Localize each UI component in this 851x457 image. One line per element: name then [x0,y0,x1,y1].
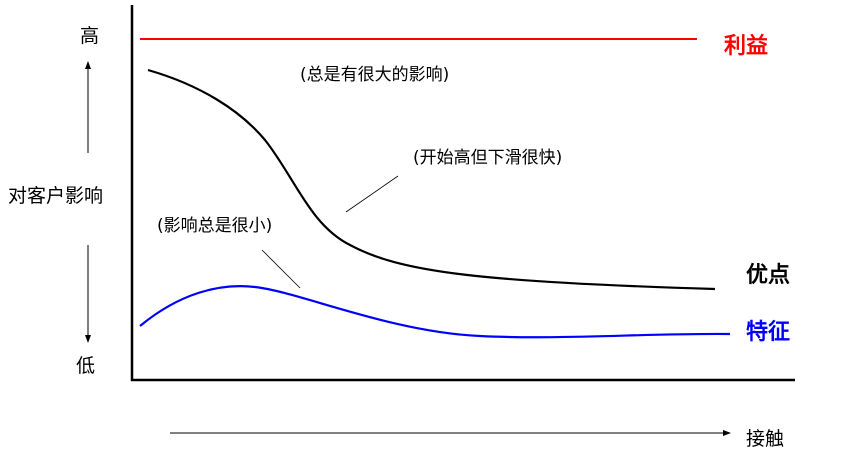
advantages-curve [147,68,716,291]
features-label: 特征 [746,320,791,345]
y-axis-label: 对客户影响 [8,185,104,207]
advantages-label: 优点 [746,263,791,288]
features-annotation: (影响总是很小) [157,216,273,236]
advantages-annotation: (开始高但下滑很快) [413,148,563,168]
benefits-annotation: (总是有很大的影响) [300,65,450,85]
benefits-label: 利益 [724,34,769,59]
advantages-leader-line [345,175,399,213]
features-leader-line [261,249,301,289]
y-axis-low-label: 低 [76,355,96,377]
y-axis-high-label: 高 [80,25,100,47]
x-axis-label: 接触 [746,428,785,450]
features-curve [139,285,731,339]
